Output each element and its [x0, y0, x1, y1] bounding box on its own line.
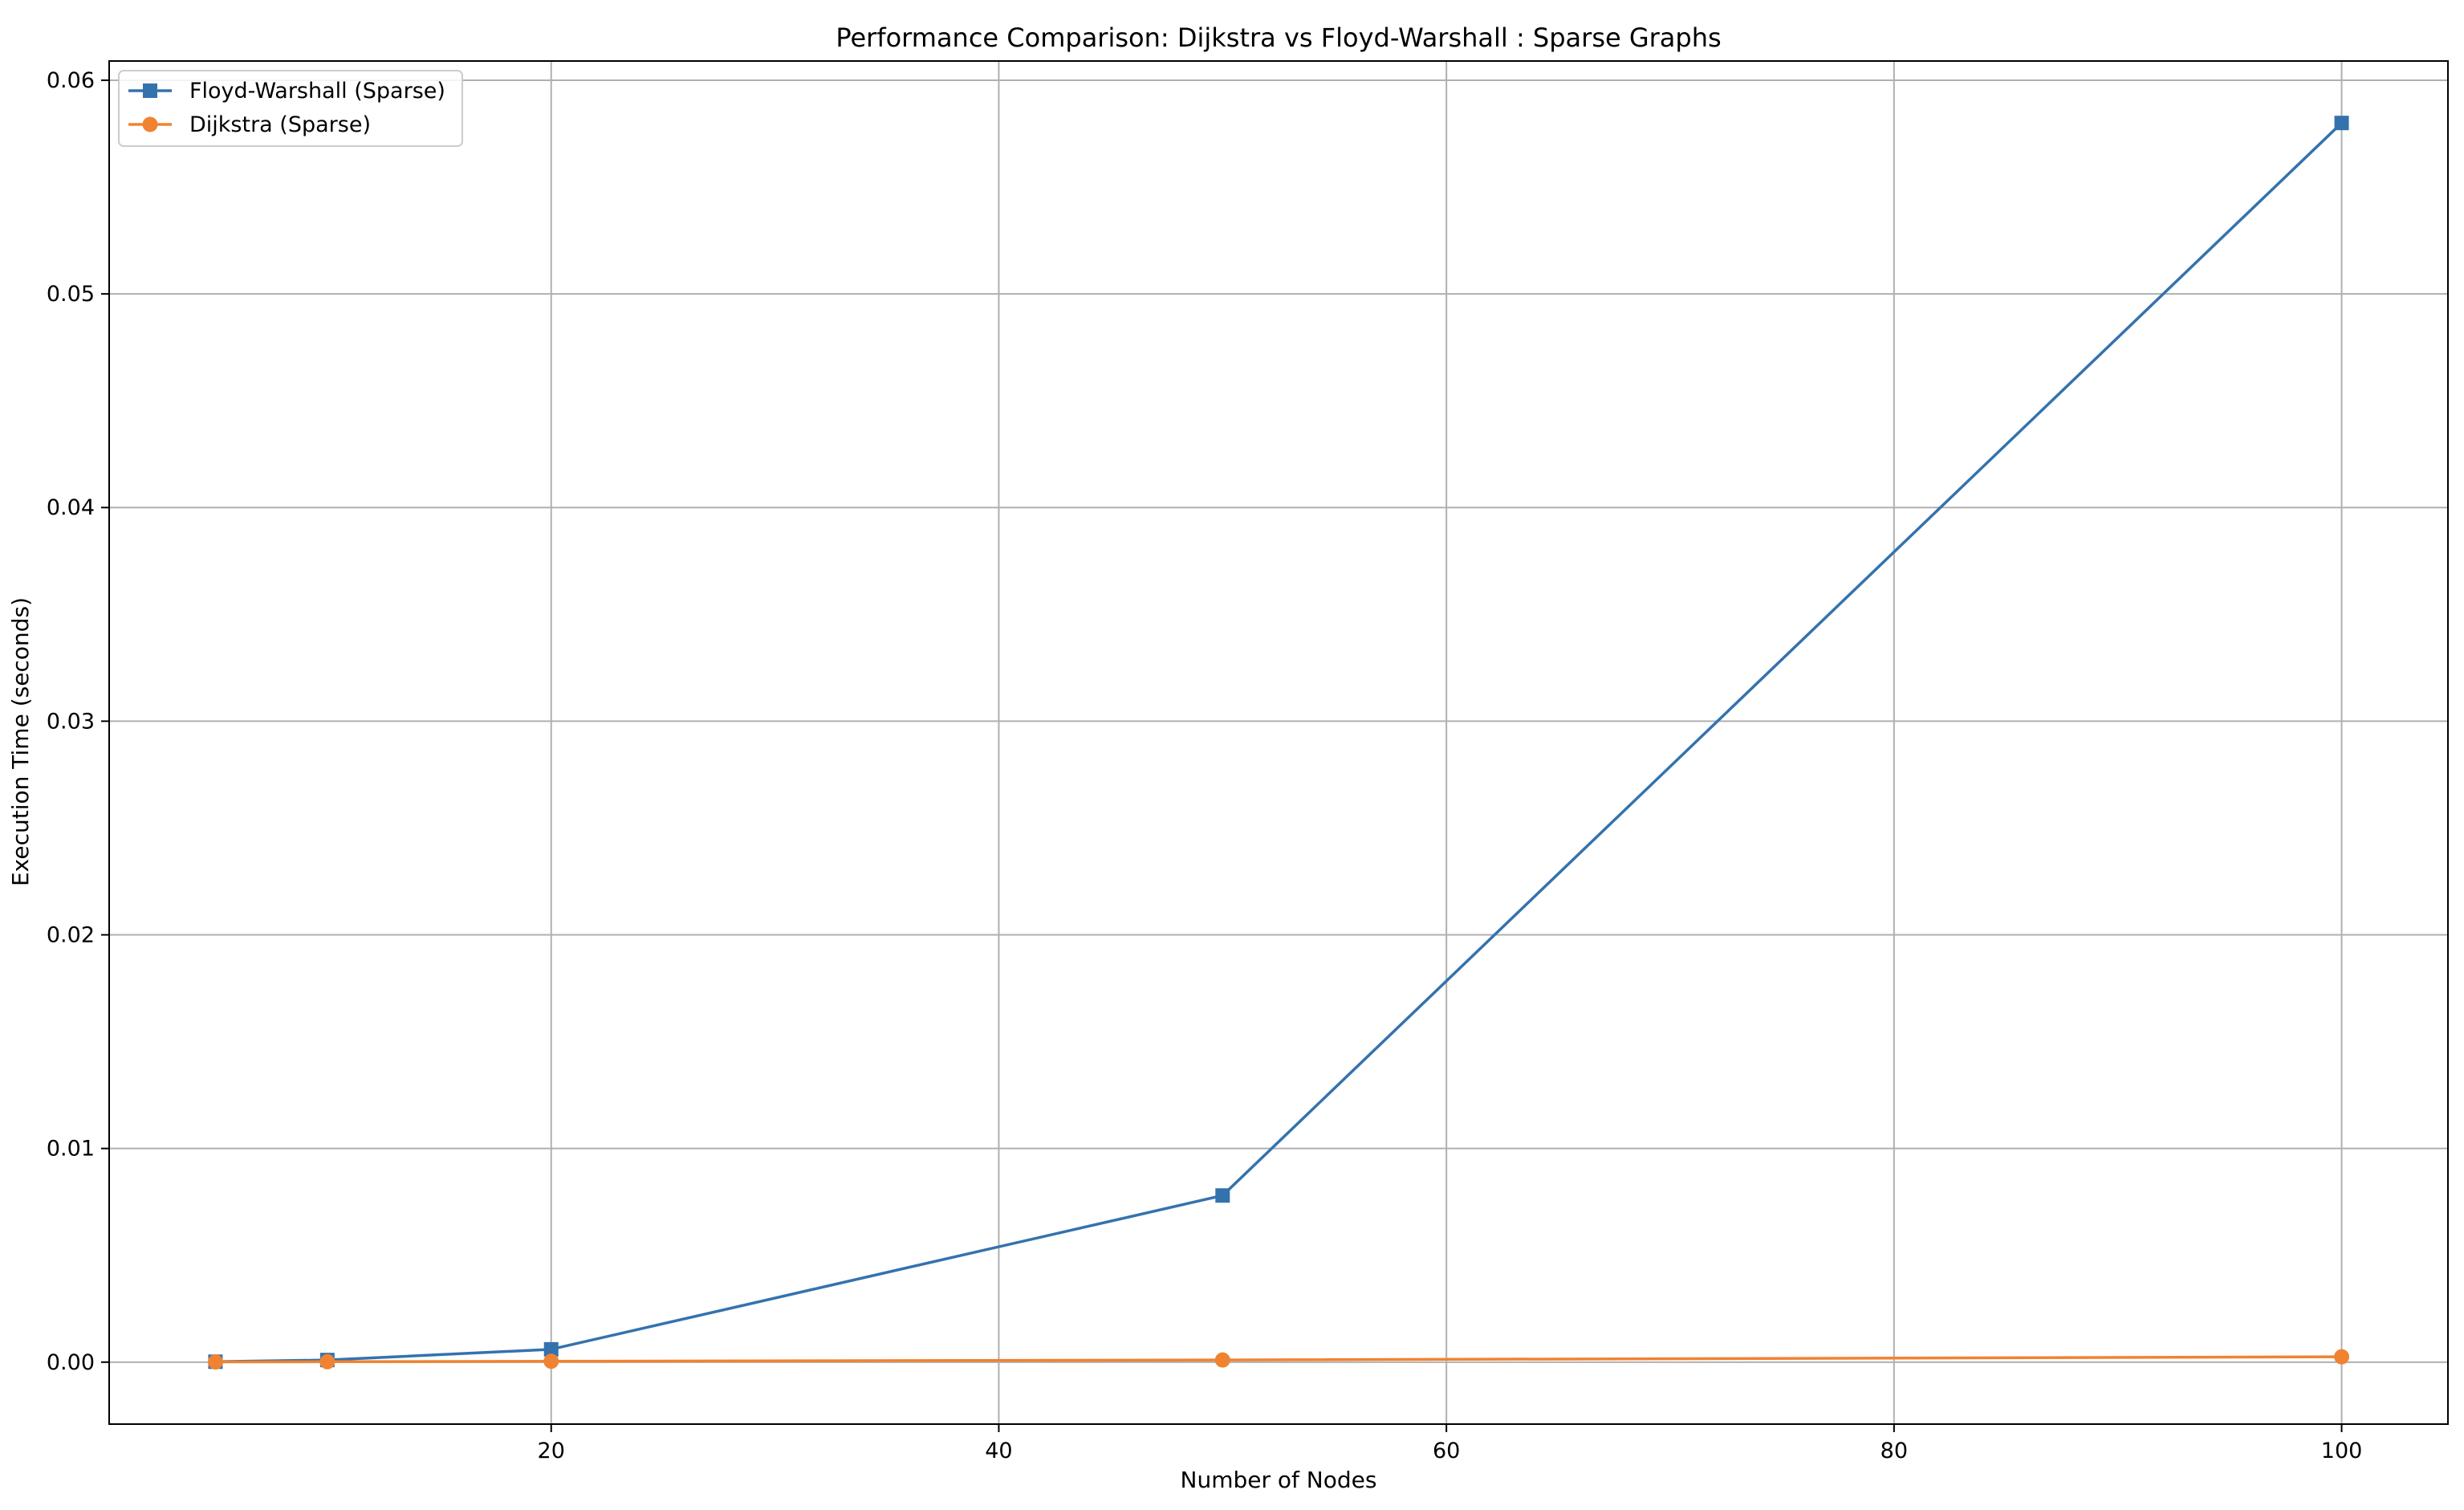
- legend-label: Dijkstra (Sparse): [189, 112, 371, 137]
- series-group: [207, 116, 2350, 1370]
- x-tick-label: 20: [538, 1439, 565, 1463]
- y-axis-label: Execution Time (seconds): [7, 597, 34, 886]
- grid: [109, 61, 2448, 1424]
- data-point: [319, 1353, 335, 1370]
- series-2: [207, 1349, 2350, 1370]
- data-point: [543, 1341, 559, 1357]
- legend-item: Floyd-Warshall (Sparse): [128, 79, 445, 104]
- y-tick-label: 0.02: [47, 923, 95, 948]
- x-tick-label: 100: [2321, 1439, 2363, 1463]
- x-tick-label: 80: [1881, 1439, 1908, 1463]
- legend-item: Dijkstra (Sparse): [128, 112, 371, 137]
- legend-marker: [143, 83, 157, 98]
- data-point: [543, 1353, 559, 1370]
- y-tick-label: 0.04: [47, 495, 95, 520]
- plot-frame: [108, 60, 2449, 1425]
- y-tick-label: 0.01: [47, 1137, 95, 1162]
- series-1: [208, 116, 2349, 1370]
- x-tick-label: 60: [1433, 1439, 1460, 1463]
- data-point: [2334, 116, 2349, 131]
- series-line: [215, 1355, 2342, 1364]
- chart-title: Performance Comparison: Dijkstra vs Floy…: [836, 22, 1721, 53]
- data-point: [1215, 1188, 1230, 1203]
- x-axis-label: Number of Nodes: [1181, 1467, 1377, 1493]
- data-point: [1214, 1352, 1230, 1368]
- data-point: [2334, 1349, 2350, 1365]
- y-tick-label: 0.05: [47, 282, 95, 307]
- data-point: [207, 1354, 223, 1370]
- y-tick-label: 0.00: [47, 1350, 95, 1375]
- y-axis-ticks: 0.00 0.01 0.02 0.03 0.04 0.05 0.06: [47, 68, 109, 1375]
- legend: Floyd-Warshall (Sparse) Dijkstra (Sparse): [118, 70, 463, 147]
- x-tick-label: 40: [985, 1439, 1012, 1463]
- x-axis-ticks: 20 40 60 80 100: [538, 1424, 2363, 1463]
- y-tick-label: 0.03: [47, 709, 95, 734]
- legend-label: Floyd-Warshall (Sparse): [189, 79, 445, 104]
- legend-marker: [142, 116, 158, 132]
- y-tick-label: 0.06: [47, 68, 95, 93]
- legend-box: [118, 70, 463, 147]
- series-line: [215, 121, 2343, 1364]
